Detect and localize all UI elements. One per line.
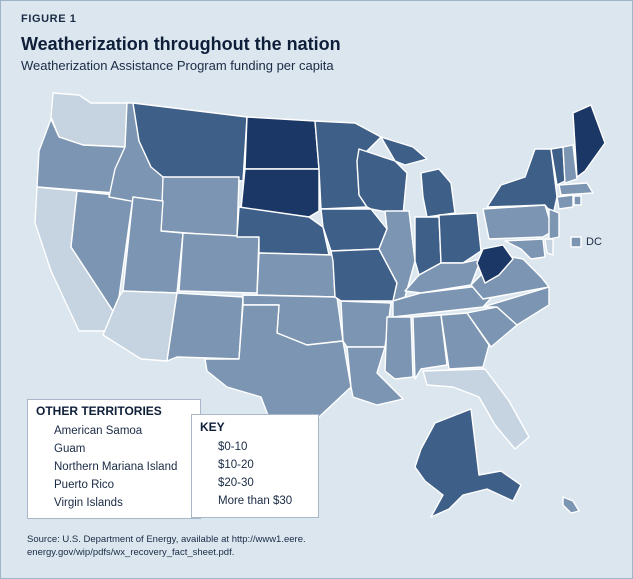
state-delaware [544, 238, 554, 256]
state-iowa [320, 208, 388, 252]
key-swatch [200, 442, 210, 452]
source-note: Source: U.S. Department of Energy, avail… [27, 534, 306, 558]
state-wyoming [160, 176, 240, 238]
state-maryland [504, 238, 546, 260]
state-mississippi [384, 316, 414, 380]
state-pennsylvania [482, 204, 554, 240]
territories-box: OTHER TERRITORIES American Samoa Guam No… [27, 399, 201, 519]
territory-label: Puerto Rico [54, 479, 115, 491]
state-colorado [178, 232, 260, 294]
key-swatch [200, 478, 210, 488]
key-row: $0-10 [200, 438, 310, 456]
state-ohio [438, 212, 482, 264]
state-connecticut [556, 194, 574, 210]
territory-swatch [36, 426, 46, 436]
key-label: $20-30 [218, 477, 254, 489]
state-wisconsin [356, 148, 408, 216]
state-massachusetts [558, 182, 594, 196]
subtitle: Weatherization Assistance Program fundin… [21, 58, 334, 73]
territory-row: Guam [36, 440, 192, 458]
page-title: Weatherization throughout the nation [21, 34, 341, 54]
key-box: KEY $0-10 $10-20 $20-30 More than $30 [191, 414, 319, 518]
territory-swatch [36, 444, 46, 454]
key-label: More than $30 [218, 495, 293, 507]
key-label: $0-10 [218, 441, 248, 453]
state-alabama [412, 314, 448, 380]
state-new-mexico [166, 292, 244, 362]
territory-row: Northern Mariana Island [36, 458, 192, 476]
state-south-dakota [240, 168, 320, 218]
state-florida [422, 368, 530, 450]
state-alaska [414, 408, 522, 518]
territory-swatch [36, 498, 46, 508]
territory-row: Virgin Islands [36, 494, 192, 512]
figure-label: FIGURE 1 [21, 13, 77, 25]
state-west-virginia [476, 244, 514, 284]
territory-label: Guam [54, 443, 86, 455]
territory-label: Northern Mariana Island [54, 461, 178, 473]
territory-swatch [36, 462, 46, 472]
state-kansas [256, 252, 336, 298]
territory-label: Virgin Islands [54, 497, 123, 509]
state-michigan [420, 168, 456, 218]
state-new-york [486, 148, 558, 216]
state-louisiana [346, 346, 404, 406]
key-label: $10-20 [218, 459, 254, 471]
state-maine [572, 104, 606, 178]
key-row: More than $30 [200, 492, 310, 510]
territories-heading: OTHER TERRITORIES [36, 404, 162, 418]
dc-label: DC [586, 236, 602, 248]
state-new-hampshire [562, 144, 578, 184]
state-north-carolina [482, 286, 550, 326]
state-arkansas [340, 300, 392, 348]
dc-swatch [570, 236, 582, 248]
state-hawaii [562, 496, 580, 514]
key-row: $10-20 [200, 456, 310, 474]
state-north-dakota [244, 116, 320, 170]
key-swatch [200, 460, 210, 470]
key-row: $20-30 [200, 474, 310, 492]
state-new-jersey [548, 208, 560, 240]
territory-swatch [36, 480, 46, 490]
key-heading: KEY [200, 420, 225, 434]
key-swatch [200, 496, 210, 506]
territory-label: American Samoa [54, 425, 143, 437]
state-rhode-island [573, 195, 582, 206]
state-michigan-upper [380, 136, 428, 166]
territory-row: American Samoa [36, 422, 192, 440]
state-georgia [440, 312, 490, 370]
territory-row: Puerto Rico [36, 476, 192, 494]
